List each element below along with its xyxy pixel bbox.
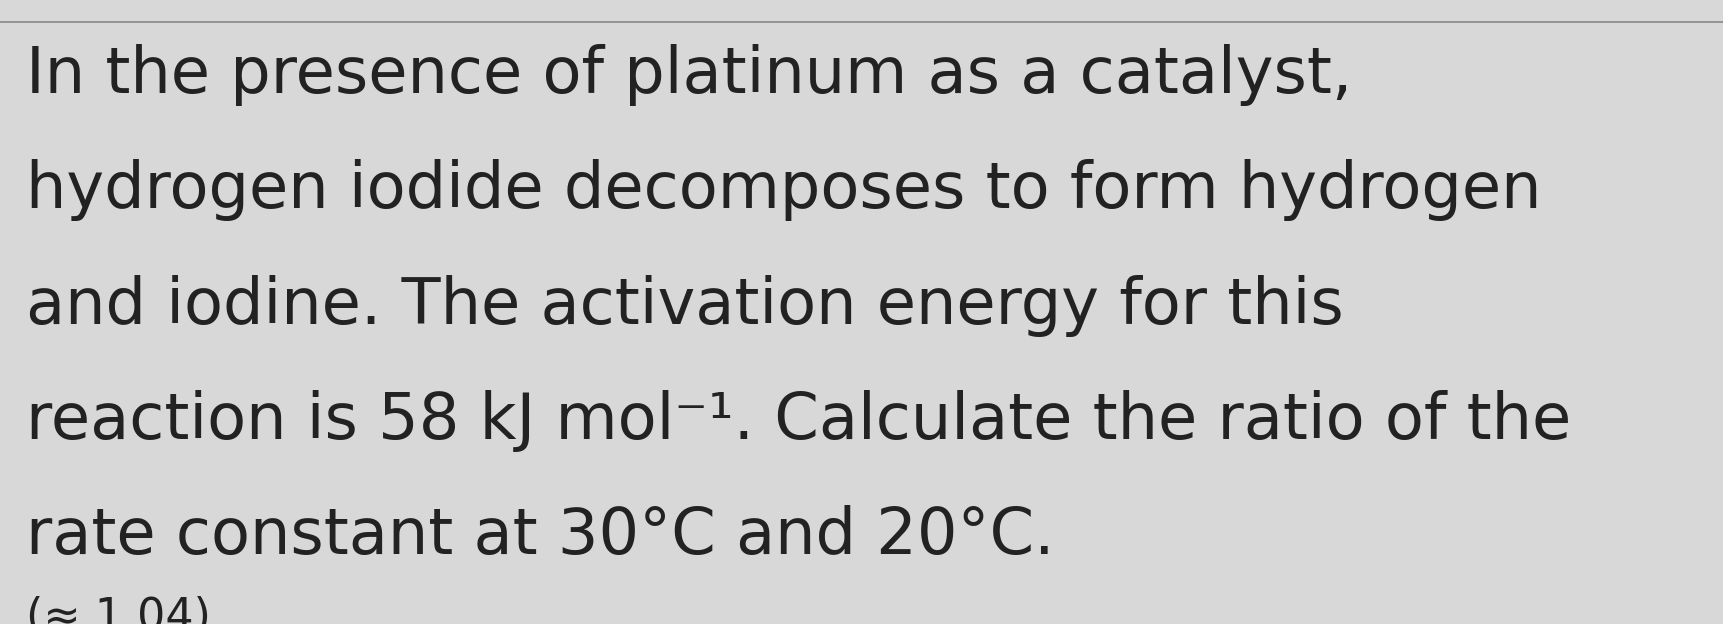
Text: rate constant at 30°C and 20°C.: rate constant at 30°C and 20°C. — [26, 505, 1054, 567]
Text: hydrogen iodide decomposes to form hydrogen: hydrogen iodide decomposes to form hydro… — [26, 159, 1542, 221]
Text: and iodine. The activation energy for this: and iodine. The activation energy for th… — [26, 275, 1344, 336]
Text: reaction is 58 kJ mol⁻¹. Calculate the ratio of the: reaction is 58 kJ mol⁻¹. Calculate the r… — [26, 390, 1571, 452]
Text: (≈ 1.04): (≈ 1.04) — [26, 596, 210, 624]
Text: In the presence of platinum as a catalyst,: In the presence of platinum as a catalys… — [26, 44, 1353, 105]
